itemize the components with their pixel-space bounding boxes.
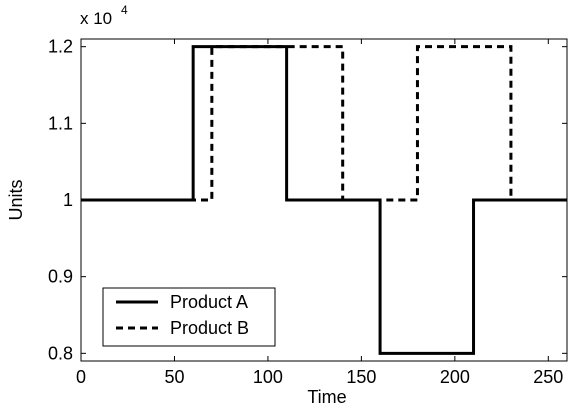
legend: Product A Product B [102,287,276,347]
x-tick-label: 100 [253,367,283,387]
y-tick-label: 1 [63,190,73,210]
y-axis: 0.8 0.9 1 1.1 1.2 [48,37,567,363]
x-axis: 0 50 100 150 200 250 [76,39,563,387]
x-tick-label: 250 [533,367,563,387]
x-tick-label: 0 [76,367,86,387]
legend-label-product-b: Product B [170,318,249,338]
y-tick-label: 1.2 [48,37,73,57]
x-tick-label: 50 [164,367,184,387]
y-multiplier-base: x 10 [80,9,112,28]
y-axis-label: Units [6,179,26,220]
y-tick-label: 1.1 [48,113,73,133]
y-tick-label: 0.8 [48,343,73,363]
series-line-product-a [81,45,567,355]
x-tick-label: 150 [346,367,376,387]
series-layer [81,45,567,355]
x-axis-label: Time [307,387,346,407]
y-tick-label: 0.9 [48,267,73,287]
series-line-product-b [81,45,567,202]
legend-label-product-a: Product A [170,292,248,312]
x-tick-label: 200 [440,367,470,387]
y-multiplier-exponent: 4 [121,3,128,17]
legend-box [102,287,276,347]
y-multiplier: x 10 4 [80,3,128,28]
